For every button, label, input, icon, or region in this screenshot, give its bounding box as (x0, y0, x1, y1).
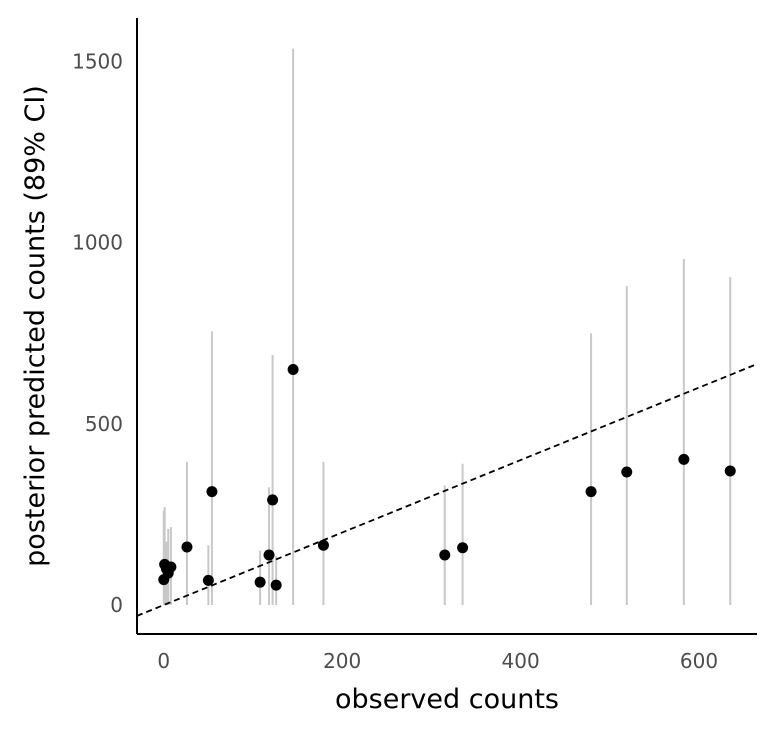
x-axis-title: observed counts (335, 684, 559, 715)
data-point-7 (206, 486, 218, 498)
interval-layer (162, 48, 732, 606)
data-point-12 (287, 363, 299, 375)
data-point-8 (254, 576, 266, 588)
data-point-16 (585, 486, 597, 498)
data-point-17 (621, 466, 633, 478)
data-point-14 (439, 549, 451, 561)
point-layer (158, 363, 736, 591)
data-point-5 (181, 541, 193, 553)
x-tick-layer: 0 200 400 600 (157, 649, 718, 673)
x-tick-label-600: 600 (680, 649, 718, 673)
data-point-15 (457, 542, 469, 554)
data-point-11 (270, 579, 282, 591)
reference-line (136, 363, 758, 617)
data-point-19 (724, 465, 736, 477)
data-point-18 (678, 453, 690, 465)
x-tick-label-200: 200 (323, 649, 361, 673)
y-tick-label-500: 500 (85, 412, 123, 436)
y-tick-label-1000: 1000 (72, 231, 123, 255)
data-point-9 (263, 549, 275, 561)
data-point-4 (165, 561, 177, 573)
data-point-10 (267, 494, 279, 506)
x-tick-label-400: 400 (502, 649, 540, 673)
data-point-6 (202, 574, 214, 586)
y-tick-label-0: 0 (110, 593, 123, 617)
y-tick-label-1500: 1500 (72, 49, 123, 73)
x-tick-label-0: 0 (157, 649, 170, 673)
y-tick-layer: 0 500 1000 1500 (72, 49, 123, 617)
y-axis-title: posterior predicted counts (89% CI) (20, 85, 51, 567)
data-point-13 (317, 539, 329, 551)
